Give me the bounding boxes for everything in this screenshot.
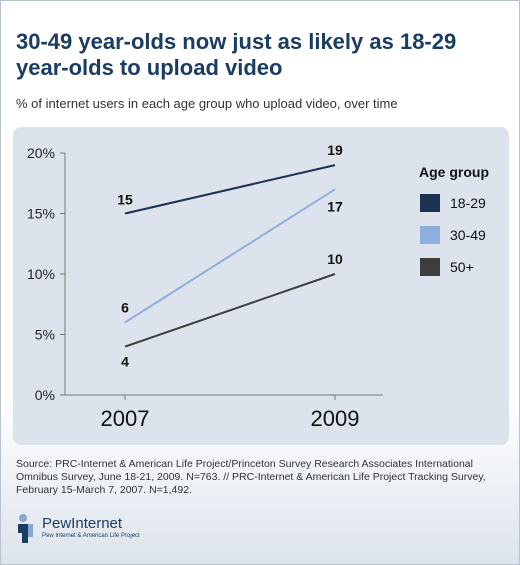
legend-title: Age group — [419, 164, 489, 180]
data-label: 4 — [121, 354, 129, 370]
series-line-30-49 — [124, 188, 336, 324]
data-label: 6 — [121, 299, 129, 315]
legend-label-50+: 50+ — [450, 259, 474, 275]
data-label: 19 — [327, 142, 343, 158]
y-tick-label: 20% — [27, 145, 55, 161]
legend-swatch-30-49 — [420, 226, 440, 244]
series-line-18-29 — [124, 164, 336, 215]
line-chart: 0% 5% 10% 15% 20% 2007 2009 15 19 6 17 4 10 Age group… — [27, 142, 489, 431]
data-label: 17 — [327, 198, 343, 214]
chart-subtitle: % of internet users in each age group wh… — [16, 96, 398, 111]
pew-logo-icon — [18, 514, 33, 543]
pew-internet-logo: PewInternet Pew Internet & American Life… — [16, 513, 176, 545]
data-label: 10 — [327, 251, 343, 267]
data-label: 15 — [117, 192, 133, 208]
chart-title: 30-49 year-olds now just as likely as 18… — [16, 29, 457, 80]
logo-tagline: Pew Internet & American Life Project — [42, 533, 140, 539]
y-tick-label: 15% — [27, 206, 55, 222]
source-note: Source: PRC-Internet & American Life Pro… — [16, 458, 486, 496]
y-tick-label: 0% — [35, 387, 55, 403]
legend-swatch-18-29 — [420, 194, 440, 212]
y-tick-label: 10% — [27, 266, 55, 282]
chart-panel — [13, 127, 509, 445]
series-line-50+ — [124, 273, 336, 348]
x-tick-label: 2007 — [101, 406, 150, 431]
x-tick-label: 2009 — [311, 406, 360, 431]
y-tick-label: 5% — [35, 327, 55, 343]
legend-label-30-49: 30-49 — [450, 227, 486, 243]
legend-label-18-29: 18-29 — [450, 195, 486, 211]
logo-wordmark: PewInternet — [42, 515, 123, 532]
legend-swatch-50+ — [420, 258, 440, 276]
